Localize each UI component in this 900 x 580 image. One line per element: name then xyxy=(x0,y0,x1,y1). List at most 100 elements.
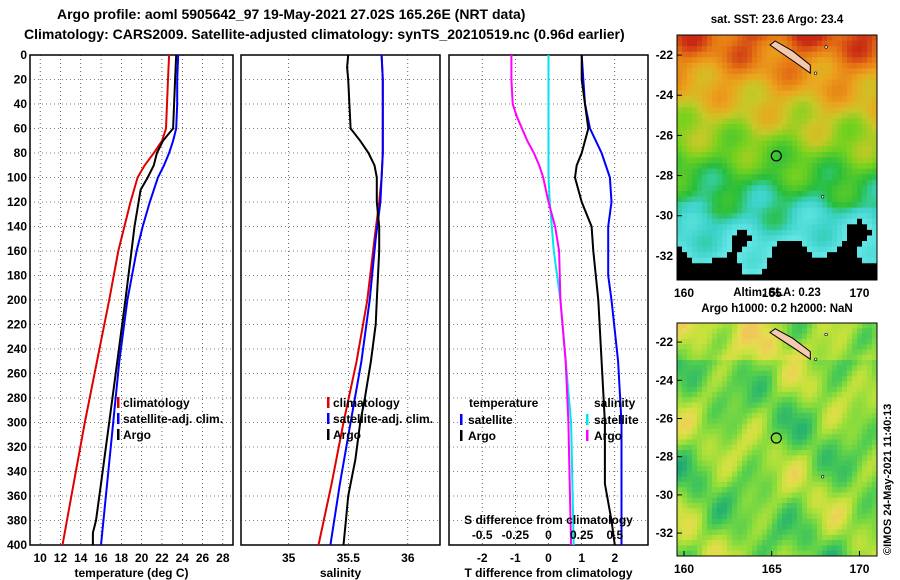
map-cell xyxy=(682,135,688,142)
map-cell xyxy=(822,85,828,92)
map-cell xyxy=(732,263,738,270)
map-cell xyxy=(682,118,688,125)
map-cell xyxy=(822,224,828,231)
map-cell xyxy=(687,349,693,356)
map-cell xyxy=(807,375,813,382)
map-cell xyxy=(792,471,798,478)
map-cell xyxy=(692,534,698,541)
map-cell xyxy=(832,168,838,175)
map-cell xyxy=(797,450,803,456)
map-cell xyxy=(857,471,863,478)
map-cell xyxy=(847,518,853,525)
map-cell xyxy=(767,471,773,478)
map-cell xyxy=(722,274,728,280)
map-cell xyxy=(807,413,813,419)
map-cell xyxy=(752,174,758,181)
map-cell xyxy=(717,252,723,259)
map-cell xyxy=(852,224,858,231)
map-cell xyxy=(812,202,818,209)
map-cell xyxy=(752,508,758,515)
legend-swatch xyxy=(460,430,463,441)
map-cell xyxy=(777,534,783,541)
map-cell xyxy=(772,434,778,441)
map-cell xyxy=(677,90,683,97)
argo-position-marker xyxy=(770,150,782,162)
map-cell xyxy=(712,129,718,136)
map-cell xyxy=(737,268,743,276)
map-cell xyxy=(682,450,688,456)
map-cell xyxy=(717,487,723,494)
map-cell xyxy=(682,476,688,483)
map-cell xyxy=(687,323,693,329)
map-cell xyxy=(767,35,773,42)
map-cell xyxy=(847,370,853,377)
map-cell xyxy=(742,224,748,231)
map-cell xyxy=(842,101,848,108)
map-cell xyxy=(837,402,843,409)
map-cell xyxy=(802,257,808,264)
map-cell xyxy=(712,196,718,203)
map-cell xyxy=(707,481,713,488)
map-cell xyxy=(732,518,738,525)
map-cell xyxy=(682,423,688,430)
map-cell xyxy=(827,460,833,467)
map-cell xyxy=(757,112,763,120)
map-cell xyxy=(742,540,748,547)
map-cell xyxy=(847,460,853,467)
map-cell xyxy=(802,524,808,531)
map-cell xyxy=(692,545,698,552)
map-cell xyxy=(867,375,873,382)
map-cell xyxy=(697,196,703,203)
map-cell xyxy=(752,370,758,377)
map-cell xyxy=(722,497,728,504)
map-cell xyxy=(732,360,738,366)
map-cell xyxy=(682,79,688,86)
map-cell xyxy=(687,529,693,536)
map-cell xyxy=(742,96,748,103)
map-cell xyxy=(817,503,823,509)
map-cell xyxy=(807,518,813,525)
map-cell xyxy=(722,246,728,253)
map-cell xyxy=(782,140,788,147)
map-cell xyxy=(792,157,798,164)
map-cell xyxy=(767,163,773,170)
map-cell xyxy=(692,168,698,175)
map-cell xyxy=(687,157,693,164)
map-cell xyxy=(677,375,683,382)
map-cell xyxy=(792,349,798,356)
map-cell xyxy=(862,57,868,64)
map-cell xyxy=(872,370,877,377)
map-cell xyxy=(742,235,748,242)
map-cell xyxy=(692,428,698,435)
map-cell xyxy=(757,481,763,488)
map-cell xyxy=(752,90,758,97)
map-cell xyxy=(782,487,788,494)
map-cell xyxy=(722,146,728,153)
map-cell xyxy=(762,428,768,435)
map-cell xyxy=(862,224,868,231)
map-cell xyxy=(757,174,763,181)
map-cell xyxy=(807,229,813,237)
map-cell xyxy=(747,151,753,159)
map-cell xyxy=(857,168,863,175)
map-cell xyxy=(717,124,723,131)
map-cell xyxy=(872,418,877,425)
map-cell xyxy=(732,85,738,92)
map-cell xyxy=(802,423,808,430)
map-cell xyxy=(772,534,778,541)
series-line-s-satellite xyxy=(547,55,575,546)
map-cell xyxy=(767,476,773,483)
map-cell xyxy=(837,229,843,237)
map-cell xyxy=(747,207,753,214)
map-cell xyxy=(807,101,813,108)
map-cell xyxy=(682,460,688,467)
map-cell xyxy=(792,107,798,114)
map-cell xyxy=(732,386,738,393)
map-cell xyxy=(732,51,738,58)
map-cell xyxy=(872,85,877,92)
y-tick-label: 360 xyxy=(7,489,27,503)
map-cell xyxy=(872,252,877,259)
map-cell xyxy=(767,96,773,103)
map-cell xyxy=(837,545,843,552)
map-cell xyxy=(802,481,808,488)
